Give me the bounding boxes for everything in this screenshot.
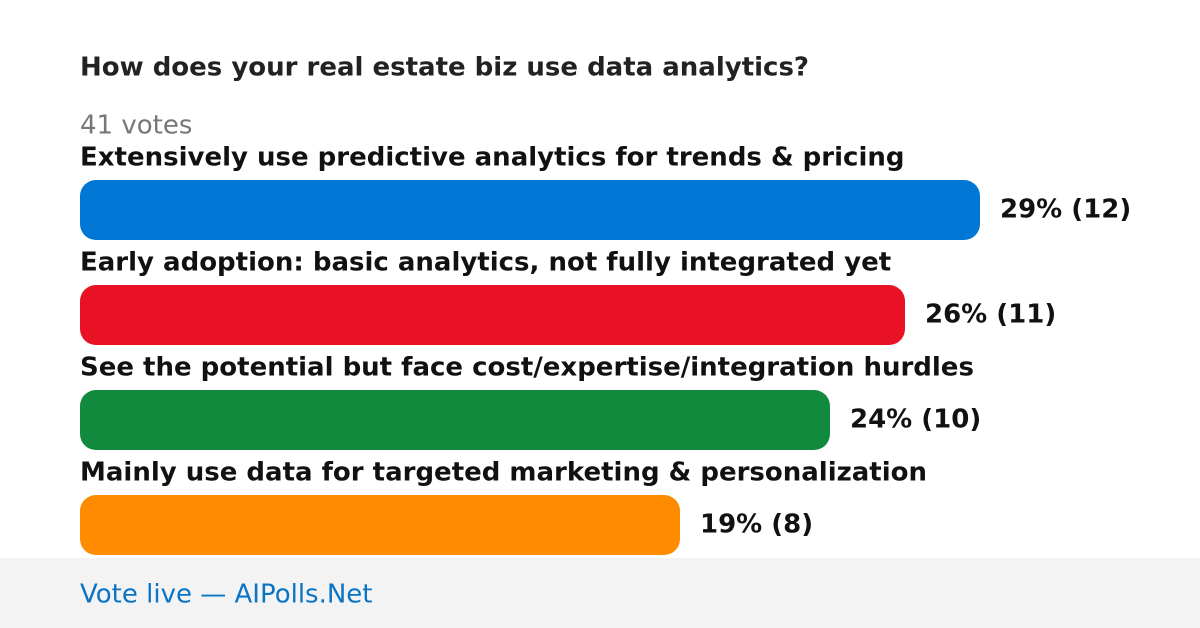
option-label: Early adoption: basic analytics, not ful… [80,248,891,278]
footer-band [0,558,1200,628]
bar [80,180,980,240]
footer-link[interactable]: Vote live — AIPolls.Net [80,580,373,610]
bar [80,495,680,555]
option-label: See the potential but face cost/expertis… [80,353,974,383]
chart-title: How does your real estate biz use data a… [80,53,809,83]
value-label: 26% (11) [925,300,1056,330]
bar [80,285,905,345]
value-label: 24% (10) [850,405,981,435]
bar [80,390,830,450]
vote-count: 41 votes [80,111,192,141]
option-label: Extensively use predictive analytics for… [80,143,904,173]
value-label: 19% (8) [700,510,813,540]
option-label: Mainly use data for targeted marketing &… [80,458,927,488]
value-label: 29% (12) [1000,195,1131,225]
